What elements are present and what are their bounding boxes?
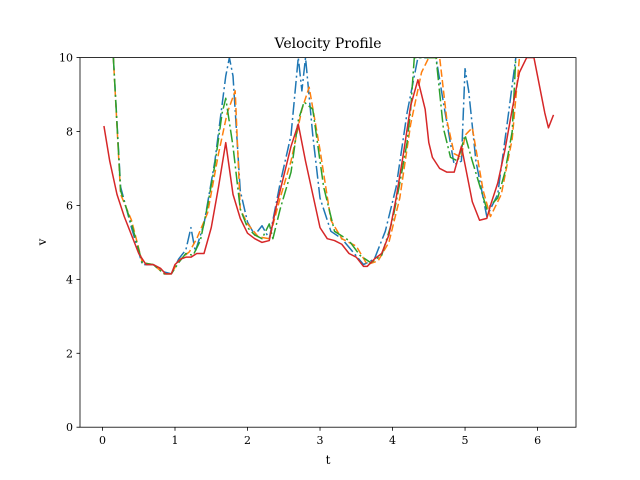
series-line-4 (103, 57, 555, 275)
x-tick-label: 5 (462, 434, 469, 447)
y-tick-label: 2 (66, 347, 73, 360)
y-tick-label: 4 (66, 273, 73, 286)
x-tick-label: 1 (171, 434, 178, 447)
axes-layer: 0 1 2 3 4 5 6 0 2 4 6 8 10 (59, 52, 577, 447)
y-tick-label: 8 (66, 126, 73, 139)
x-tick-label: 2 (244, 434, 251, 447)
y-tick-label: 10 (59, 52, 73, 65)
x-tick-label: 3 (317, 434, 324, 447)
x-tick-label: 6 (534, 434, 541, 447)
x-tick-label: 0 (99, 434, 106, 447)
plot-frame (79, 57, 577, 428)
y-tick-label: 0 (66, 421, 73, 434)
series-line-1 (112, 57, 517, 275)
chart-title: Velocity Profile (274, 36, 382, 52)
series-line-3 (112, 57, 517, 275)
series-layer (103, 57, 555, 275)
y-axis-label: v (35, 238, 49, 246)
x-tick-label: 4 (389, 434, 396, 447)
x-axis-label: t (326, 453, 331, 467)
y-tick-label: 6 (66, 199, 73, 212)
